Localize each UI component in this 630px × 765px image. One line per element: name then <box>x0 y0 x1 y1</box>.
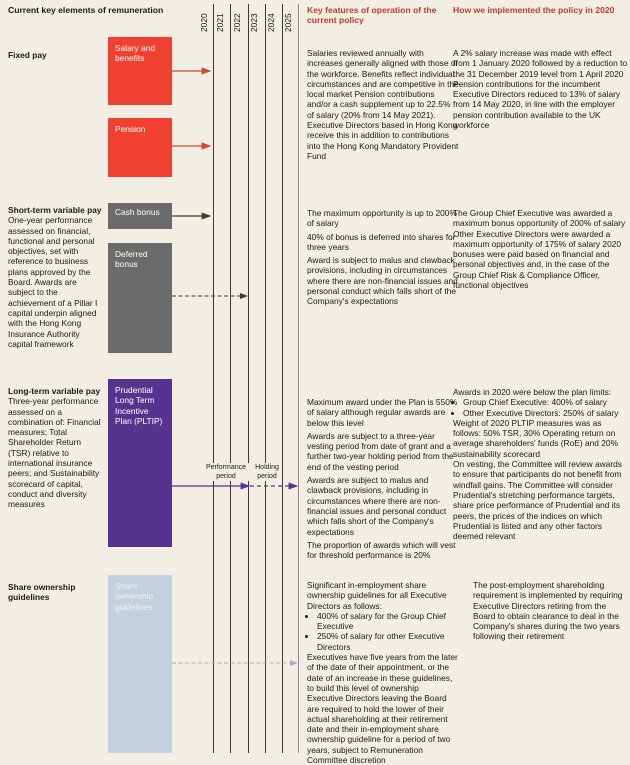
share-features: Significant in-employment share ownershi… <box>307 580 459 765</box>
long-term-implementation: Awards in 2020 were below the plan limit… <box>453 387 629 541</box>
impl-text: On vesting, the Committee will review aw… <box>453 459 622 542</box>
short-term-text: Short-term variable pay One-year perform… <box>8 205 104 349</box>
bullet-item: Other Executive Directors: 250% of salar… <box>463 408 629 418</box>
feature-text: Awards are subject to a three-year vesti… <box>307 430 454 472</box>
bullet-item: Group Chief Executive: 400% of salary <box>463 397 629 407</box>
share-ownership-box: Share ownership guidelines <box>108 575 172 753</box>
feature-text: The proportion of awards which will vest… <box>307 539 456 561</box>
elements-header: Current key elements of remuneration <box>8 5 164 15</box>
short-term-title: Short-term variable pay <box>8 205 102 215</box>
implementation-header: How we implemented the policy in 2020 <box>453 5 615 15</box>
long-term-features: Maximum award under the Plan is 550% of … <box>307 397 459 563</box>
feature-intro: Significant in-employment share ownershi… <box>307 580 447 611</box>
holding-period-label: Holding period <box>252 463 282 481</box>
fixed-pay-title: Fixed pay <box>8 50 47 60</box>
share-ownership-title: Share ownership guidelines <box>8 582 76 603</box>
impl-intro: Awards in 2020 were below the plan limit… <box>453 387 612 397</box>
year-divider <box>298 4 299 753</box>
feature-text: The maximum opportunity is up to 200% of… <box>307 208 457 229</box>
long-term-description: Three-year performance assessed on a com… <box>8 396 101 510</box>
share-implementation: The post-employment shareholding require… <box>473 580 623 642</box>
feature-text: Maximum award under the Plan is 550% of … <box>307 397 458 428</box>
year-divider <box>248 4 249 753</box>
fixed-features: Salaries reviewed annually with increase… <box>307 48 459 164</box>
fixed-implementation: A 2% salary increase was made with effec… <box>453 48 628 131</box>
pltip-box: Prudential Long Term Incentive Plan (PLT… <box>108 379 172 547</box>
deferred-bonus-box: Deferred bonus <box>108 243 172 353</box>
year-divider <box>282 4 283 753</box>
cash-bonus-box: Cash bonus <box>108 203 172 229</box>
performance-period-label: Performance period <box>202 463 250 481</box>
salary-box: Salary and benefits <box>108 37 172 105</box>
pension-box: Pension <box>108 118 172 177</box>
feature-bullets: 400% of salary for the Group Chief Execu… <box>307 611 459 652</box>
short-term-implementation: The Group Chief Executive was awarded a … <box>453 208 626 291</box>
long-term-title: Long-term variable pay <box>8 386 101 396</box>
feature-text: Awards are subject to malus and clawback… <box>307 475 447 537</box>
feature-text: Executives have five years from the late… <box>307 652 458 693</box>
feature-text: Executive Directors leaving the Board ar… <box>307 693 451 765</box>
year-divider <box>213 4 214 753</box>
feature-text: 40% of bonus is deferred into shares for… <box>307 231 456 252</box>
bullet-item: 250% of salary for other Executive Direc… <box>317 631 459 652</box>
long-term-text: Long-term variable pay Three-year perfor… <box>8 386 104 510</box>
features-header: Key features of operation of the current… <box>307 5 437 26</box>
impl-text: Weight of 2020 PLTIP measures was as fol… <box>453 417 619 459</box>
short-term-features: The maximum opportunity is up to 200% of… <box>307 208 459 310</box>
bullet-item: 400% of salary for the Group Chief Execu… <box>317 611 459 632</box>
feature-text: Salaries reviewed annually with increase… <box>307 48 459 161</box>
impl-bullets: Group Chief Executive: 400% of salary Ot… <box>453 397 629 418</box>
year-divider <box>230 4 231 753</box>
short-term-description: One-year performance assessed on financi… <box>8 215 98 349</box>
feature-text: Award is subject to malus and clawback p… <box>307 255 458 307</box>
year-divider <box>265 4 266 753</box>
